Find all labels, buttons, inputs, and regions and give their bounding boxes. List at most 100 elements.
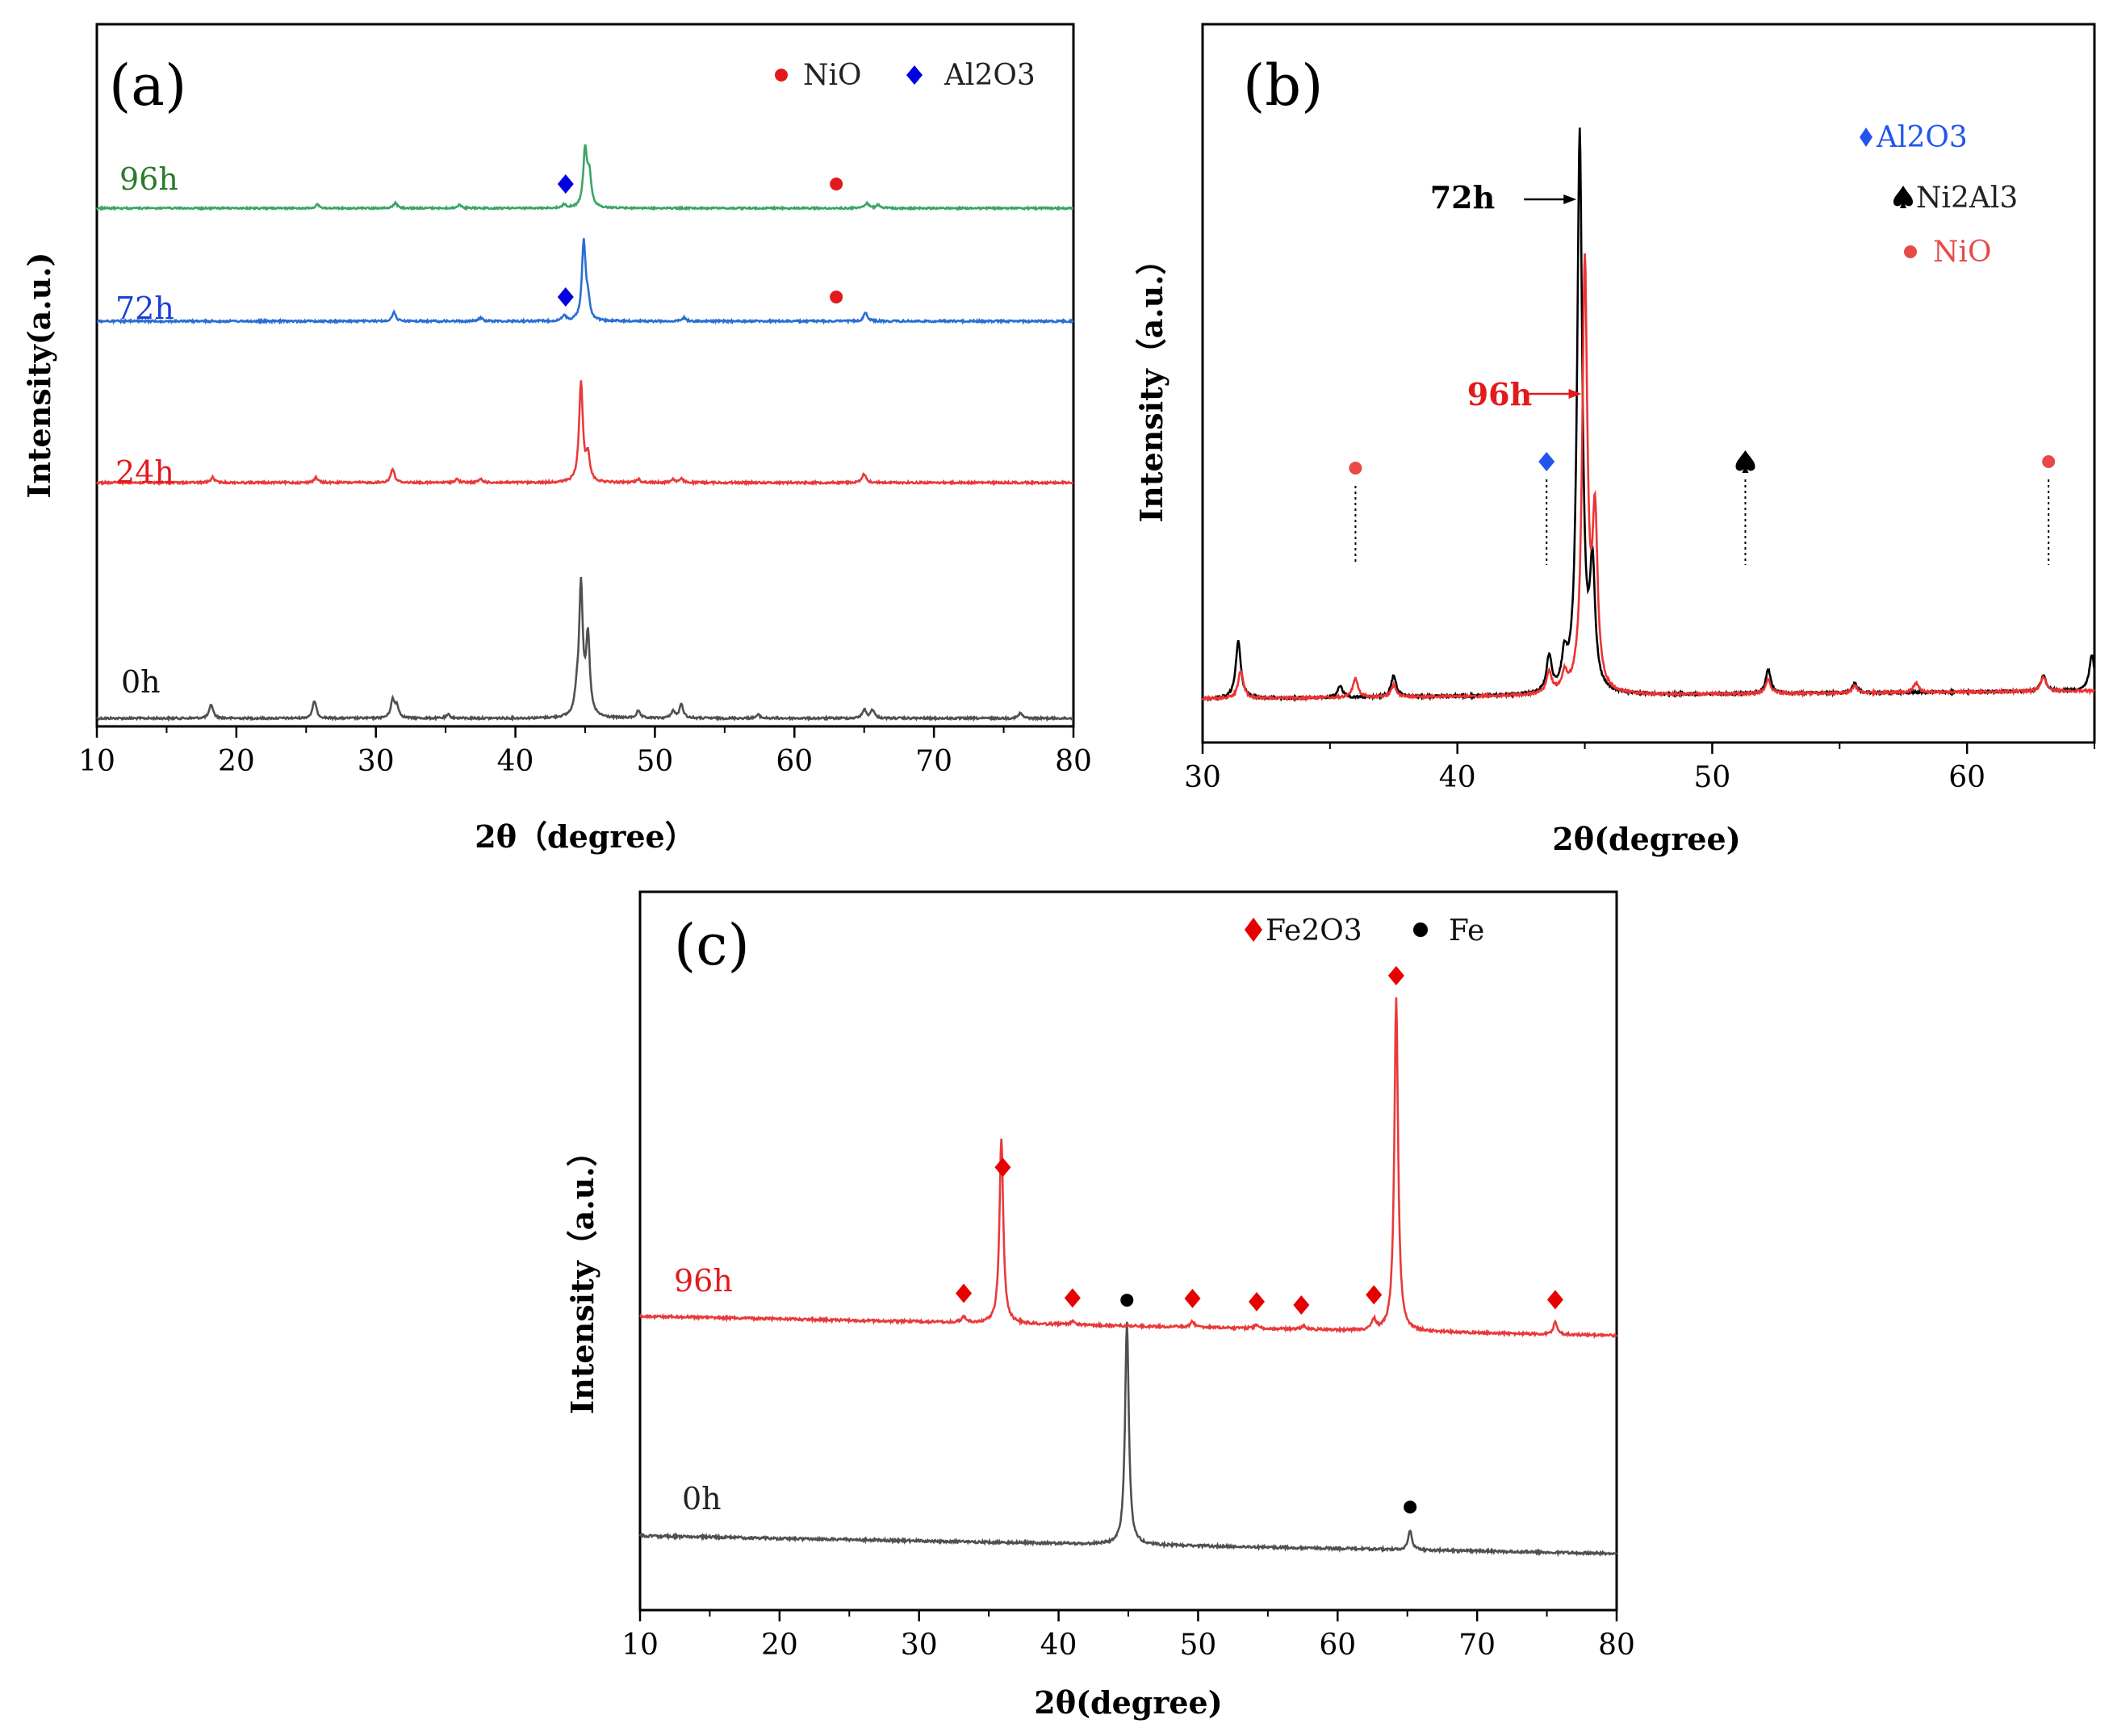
series-96h: [1201, 253, 2095, 703]
x-tick-label: 40: [1040, 1629, 1077, 1662]
panel-b-label: (b): [1243, 52, 1323, 119]
legend-al2o3-diamond-icon: [906, 65, 923, 85]
x-tick-label: 40: [497, 745, 534, 778]
legend-ni2al3-spade-icon: [1893, 186, 1913, 208]
nio-marker-circle-icon: [830, 178, 843, 190]
panel-c-legend: Fe2O3 Fe: [1245, 914, 1484, 947]
legend-nio-label: NiO: [1933, 236, 1992, 269]
fe2o3-marker-diamond-icon: [1366, 1285, 1383, 1305]
fe2o3-marker-diamond-icon: [1249, 1291, 1266, 1311]
panel-b-frame: [1201, 23, 2096, 744]
x-tick-label: 30: [901, 1629, 938, 1662]
panel-c-frame: [638, 890, 1618, 1612]
x-tick-label: 20: [761, 1629, 798, 1662]
panel-c: (c) 10 20 30 40 50 60 70 80 2θ(degree) Intensit…: [564, 890, 1635, 1721]
legend-al2o3-diamond-icon: [1860, 128, 1872, 147]
x-tick-label: 50: [637, 745, 674, 778]
series-0h: [638, 1321, 1618, 1558]
ni2al3-marker-spade-icon: [1735, 450, 1755, 473]
panel-b-x-axis: 30 40 50 60: [1184, 743, 2095, 794]
panel-b: (b) 30 40 50 60 2θ(degree) Intensity（a.u.） …: [1133, 23, 2096, 857]
panel-b-phase-guides: [1354, 479, 2050, 565]
x-tick-label: 40: [1439, 761, 1476, 794]
panel-b-y-axis-title: Intensity（a.u.）: [1133, 245, 1169, 523]
series-0h: [96, 576, 1073, 722]
fe-marker-circle-icon: [1404, 1500, 1417, 1514]
x-tick-label: 10: [621, 1629, 659, 1662]
x-tick-label: 60: [1319, 1629, 1356, 1662]
x-tick-label: 50: [1694, 761, 1731, 794]
panel-b-series-label-72h: 72h: [1430, 179, 1496, 215]
panel-a-label: (a): [109, 52, 186, 119]
nio-marker-circle-icon: [1349, 462, 1362, 475]
panel-c-series: [638, 997, 1618, 1558]
panel-a-x-axis-title: 2θ（degree）: [475, 818, 695, 855]
x-tick-label: 80: [1598, 1629, 1635, 1662]
legend-fe-circle-icon: [1413, 922, 1428, 937]
panel-a-series-label-96h: 96h: [119, 161, 178, 197]
panel-c-x-axis-title: 2θ(degree): [1034, 1684, 1222, 1721]
x-tick-label: 10: [78, 745, 115, 778]
nio-marker-circle-icon: [2042, 455, 2056, 468]
panel-c-phase-markers: [956, 965, 1563, 1514]
panel-a-y-axis-title: Intensity(a.u.): [21, 253, 57, 499]
panel-a-x-axis: 10 20 30 40 50 60 70 80: [78, 726, 1092, 778]
x-tick-label: 80: [1055, 745, 1092, 778]
legend-fe-label: Fe: [1449, 914, 1484, 947]
fe2o3-marker-diamond-icon: [1387, 965, 1404, 985]
panel-a-series: [95, 144, 1075, 722]
series-72h: [96, 238, 1075, 325]
x-tick-label: 20: [218, 745, 255, 778]
panel-b-series: [1201, 128, 2096, 703]
arrow-head-icon: [1563, 195, 1577, 204]
legend-nio-circle-icon: [1904, 245, 1917, 258]
arrow-head-icon: [1568, 389, 1582, 399]
legend-al2o3-label: Al2O3: [944, 59, 1036, 92]
panel-b-legend: Al2O3 Ni2Al3 NiO: [1860, 121, 2018, 269]
panel-a-series-label-0h: 0h: [121, 664, 161, 700]
panel-c-x-axis: 10 20 30 40 50 60 70 80: [621, 1610, 1635, 1662]
panel-c-series-label-0h: 0h: [682, 1481, 722, 1516]
fe2o3-marker-diamond-icon: [1293, 1295, 1310, 1315]
panel-c-series-label-96h: 96h: [674, 1263, 733, 1299]
legend-nio-label: NiO: [803, 59, 862, 92]
series-96h: [95, 144, 1074, 212]
x-tick-label: 50: [1180, 1629, 1217, 1662]
fe2o3-marker-diamond-icon: [1064, 1288, 1081, 1308]
panel-b-arrows: [1524, 195, 1582, 399]
panel-a-series-label-24h: 24h: [115, 454, 174, 490]
panel-a: (a) 10 20 30 40 50 60 70 80 2θ（degree） Intensit…: [21, 23, 1092, 855]
panel-c-label: (c): [674, 912, 750, 978]
fe2o3-marker-diamond-icon: [994, 1157, 1011, 1178]
panel-b-series-label-96h: 96h: [1467, 376, 1533, 412]
al2o3-marker-diamond-icon: [557, 174, 574, 194]
x-tick-label: 70: [915, 745, 952, 778]
fe2o3-marker-diamond-icon: [1184, 1288, 1201, 1308]
legend-ni2al3-label: Ni2Al3: [1916, 182, 2018, 215]
al2o3-marker-diamond-icon: [557, 287, 574, 307]
x-tick-label: 30: [1184, 761, 1221, 794]
nio-marker-circle-icon: [830, 291, 843, 303]
x-tick-label: 60: [776, 745, 813, 778]
panel-a-series-label-72h: 72h: [115, 291, 174, 326]
fe2o3-marker-diamond-icon: [1546, 1290, 1563, 1310]
x-tick-label: 30: [358, 745, 395, 778]
x-tick-label: 70: [1458, 1629, 1496, 1662]
al2o3-marker-diamond-icon: [1538, 452, 1555, 471]
legend-fe2o3-label: Fe2O3: [1266, 914, 1362, 947]
panel-a-phase-markers: [557, 174, 843, 307]
series-96h: [638, 997, 1618, 1340]
series-24h: [95, 380, 1074, 487]
x-tick-label: 60: [1948, 761, 1985, 794]
panel-a-frame: [95, 23, 1075, 728]
fe-marker-circle-icon: [1120, 1293, 1134, 1307]
panel-c-y-axis-title: Intensity（a.u.）: [564, 1136, 600, 1415]
panel-a-legend: NiO Al2O3: [775, 59, 1036, 92]
legend-nio-circle-icon: [775, 69, 788, 82]
legend-al2o3-label: Al2O3: [1876, 121, 1968, 154]
legend-fe2o3-diamond-icon: [1245, 918, 1262, 942]
panel-b-phase-markers: [1349, 450, 2056, 475]
panel-b-x-axis-title: 2θ(degree): [1552, 821, 1740, 857]
fe2o3-marker-diamond-icon: [956, 1283, 973, 1303]
